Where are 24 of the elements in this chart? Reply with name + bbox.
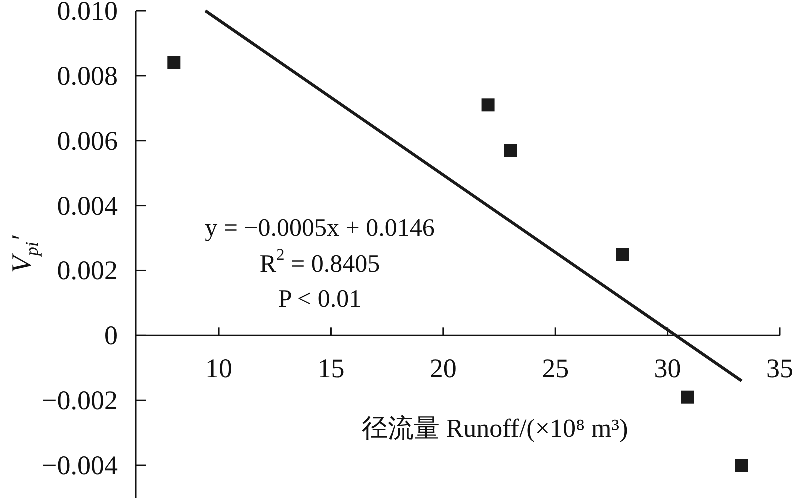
y-tick-label: 0.006 — [57, 126, 118, 156]
point — [504, 144, 518, 158]
y-tick-label: −0.004 — [42, 450, 118, 481]
y-tick-label: 0.010 — [57, 0, 118, 26]
x-tick-label: 30 — [654, 354, 682, 384]
annotation: P < 0.01 — [278, 286, 362, 312]
point — [482, 98, 495, 112]
x-tick-label: 35 — [766, 354, 794, 384]
point — [682, 390, 694, 404]
x-tick-label: 25 — [542, 354, 570, 384]
annotation: R$^{2}$ = 0.8405 — [260, 246, 380, 278]
y-tick-label: 0.008 — [57, 60, 118, 91]
x-axis-title: 径流量 Runoff/(×10⁸ m³) — [362, 414, 628, 442]
y-tick-label: 0.004 — [57, 190, 118, 221]
point — [735, 459, 748, 472]
y-tick-label: −0.002 — [42, 386, 118, 416]
y-tick-label: 0.002 — [57, 256, 118, 286]
y-tick-label: 0 — [104, 320, 118, 351]
x-tick-label: 15 — [318, 354, 345, 384]
x-tick-label: 10 — [206, 354, 233, 384]
x-tick-label: 20 — [430, 354, 457, 384]
annotation: y = −0.0005x + 0.0146 — [205, 214, 435, 242]
point — [168, 56, 181, 70]
point — [616, 248, 630, 261]
